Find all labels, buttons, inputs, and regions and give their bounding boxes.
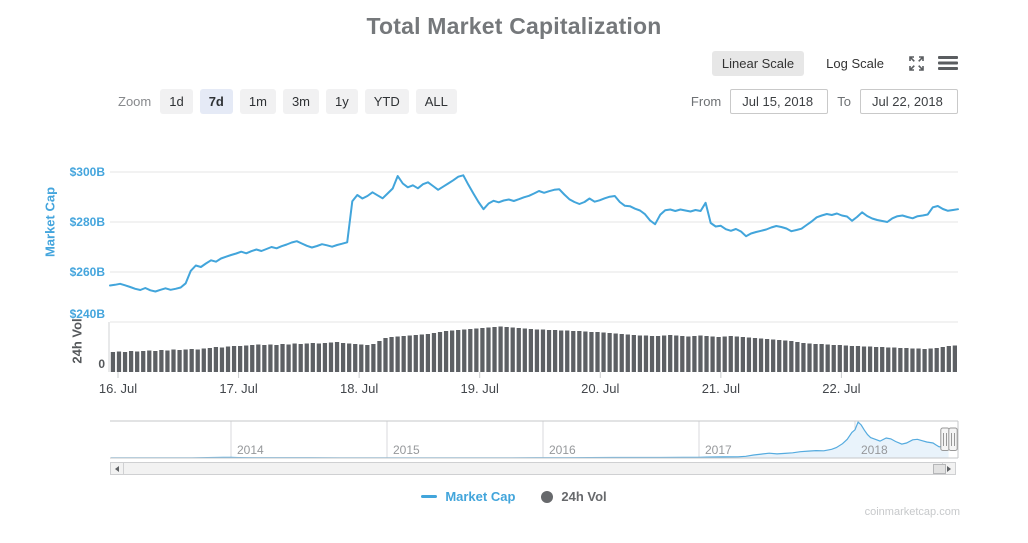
nav-year-2014: 2014 xyxy=(237,443,264,457)
volume-legend-label: 24h Vol xyxy=(561,489,607,504)
from-label: From xyxy=(690,94,722,109)
legend-item-market-cap[interactable]: Market Cap xyxy=(421,489,515,504)
nav-year-2017: 2017 xyxy=(705,443,732,457)
expand-icon[interactable] xyxy=(906,55,926,73)
to-label: To xyxy=(837,94,851,109)
scrollbar-left-arrow[interactable] xyxy=(110,462,124,475)
zoom-button-7d[interactable]: 7d xyxy=(199,89,233,114)
x-tick-21Jul: 21. Jul xyxy=(701,381,740,396)
volume-legend-marker xyxy=(541,490,554,503)
x-tick-19Jul: 19. Jul xyxy=(460,381,499,396)
right-arrow-icon xyxy=(947,465,951,472)
zoom-controls: Zoom 1d 7d 1m 3m 1y YTD ALL xyxy=(118,89,457,114)
x-tick-18Jul: 18. Jul xyxy=(339,381,379,396)
scrollbar-track[interactable] xyxy=(110,462,956,475)
y-tick-$300B: $300B xyxy=(69,165,105,179)
zoom-button-1y[interactable]: 1y xyxy=(326,89,358,114)
to-date-input[interactable] xyxy=(860,89,958,114)
x-tick-22Jul: 22. Jul xyxy=(822,381,861,396)
volume-series[interactable] xyxy=(110,326,957,373)
chart-legend: Market Cap 24h Vol xyxy=(0,489,1028,504)
log-scale-button[interactable]: Log Scale xyxy=(826,56,884,71)
left-arrow-icon xyxy=(115,465,119,472)
zoom-button-1m[interactable]: 1m xyxy=(239,89,276,114)
x-tick-17Jul: 17. Jul xyxy=(219,381,258,396)
navigator-handle-left[interactable] xyxy=(940,427,950,451)
nav-year-2015: 2015 xyxy=(393,443,420,457)
zoom-button-1d[interactable]: 1d xyxy=(160,89,193,114)
menu-icon[interactable] xyxy=(938,55,958,73)
page-title: Total Market Capitalization xyxy=(366,13,662,39)
market-cap-series[interactable] xyxy=(109,174,959,293)
x-tick-20Jul: 20. Jul xyxy=(581,381,620,396)
market-cap-legend-marker xyxy=(421,495,438,498)
linear-scale-button[interactable]: Linear Scale xyxy=(711,51,805,76)
scale-toolbar: Linear Scale Log Scale xyxy=(711,51,958,76)
nav-year-2016: 2016 xyxy=(549,443,576,457)
zoom-button-all[interactable]: ALL xyxy=(415,89,457,114)
x-tick-16Jul: 16. Jul xyxy=(98,381,138,396)
y-tick-$280B: $280B xyxy=(69,215,105,229)
y-tick-$260B: $260B xyxy=(69,265,105,279)
navigator[interactable] xyxy=(110,420,959,459)
zoom-label: Zoom xyxy=(118,94,152,109)
range-selector: From To xyxy=(691,89,958,114)
watermark: coinmarketcap.com xyxy=(864,506,960,518)
y-tick-$240B: $240B xyxy=(69,307,105,321)
navigator-handle-right[interactable] xyxy=(948,427,958,451)
x-axis-ticks xyxy=(117,372,842,378)
scrollbar-thumb[interactable] xyxy=(933,463,946,474)
navigator-area[interactable] xyxy=(110,422,949,458)
nav-year-2018: 2018 xyxy=(861,443,888,457)
from-date-input[interactable] xyxy=(730,89,829,114)
legend-item-24h-vol[interactable]: 24h Vol xyxy=(541,489,607,504)
market-cap-legend-label: Market Cap xyxy=(445,489,516,504)
volume-y-tick-0: 0 xyxy=(98,357,105,371)
zoom-button-ytd[interactable]: YTD xyxy=(364,89,409,114)
grid-lines xyxy=(108,171,958,372)
zoom-button-3m[interactable]: 3m xyxy=(282,89,319,114)
zoom-buttons: 1d 7d 1m 3m 1y YTD ALL xyxy=(160,89,457,114)
